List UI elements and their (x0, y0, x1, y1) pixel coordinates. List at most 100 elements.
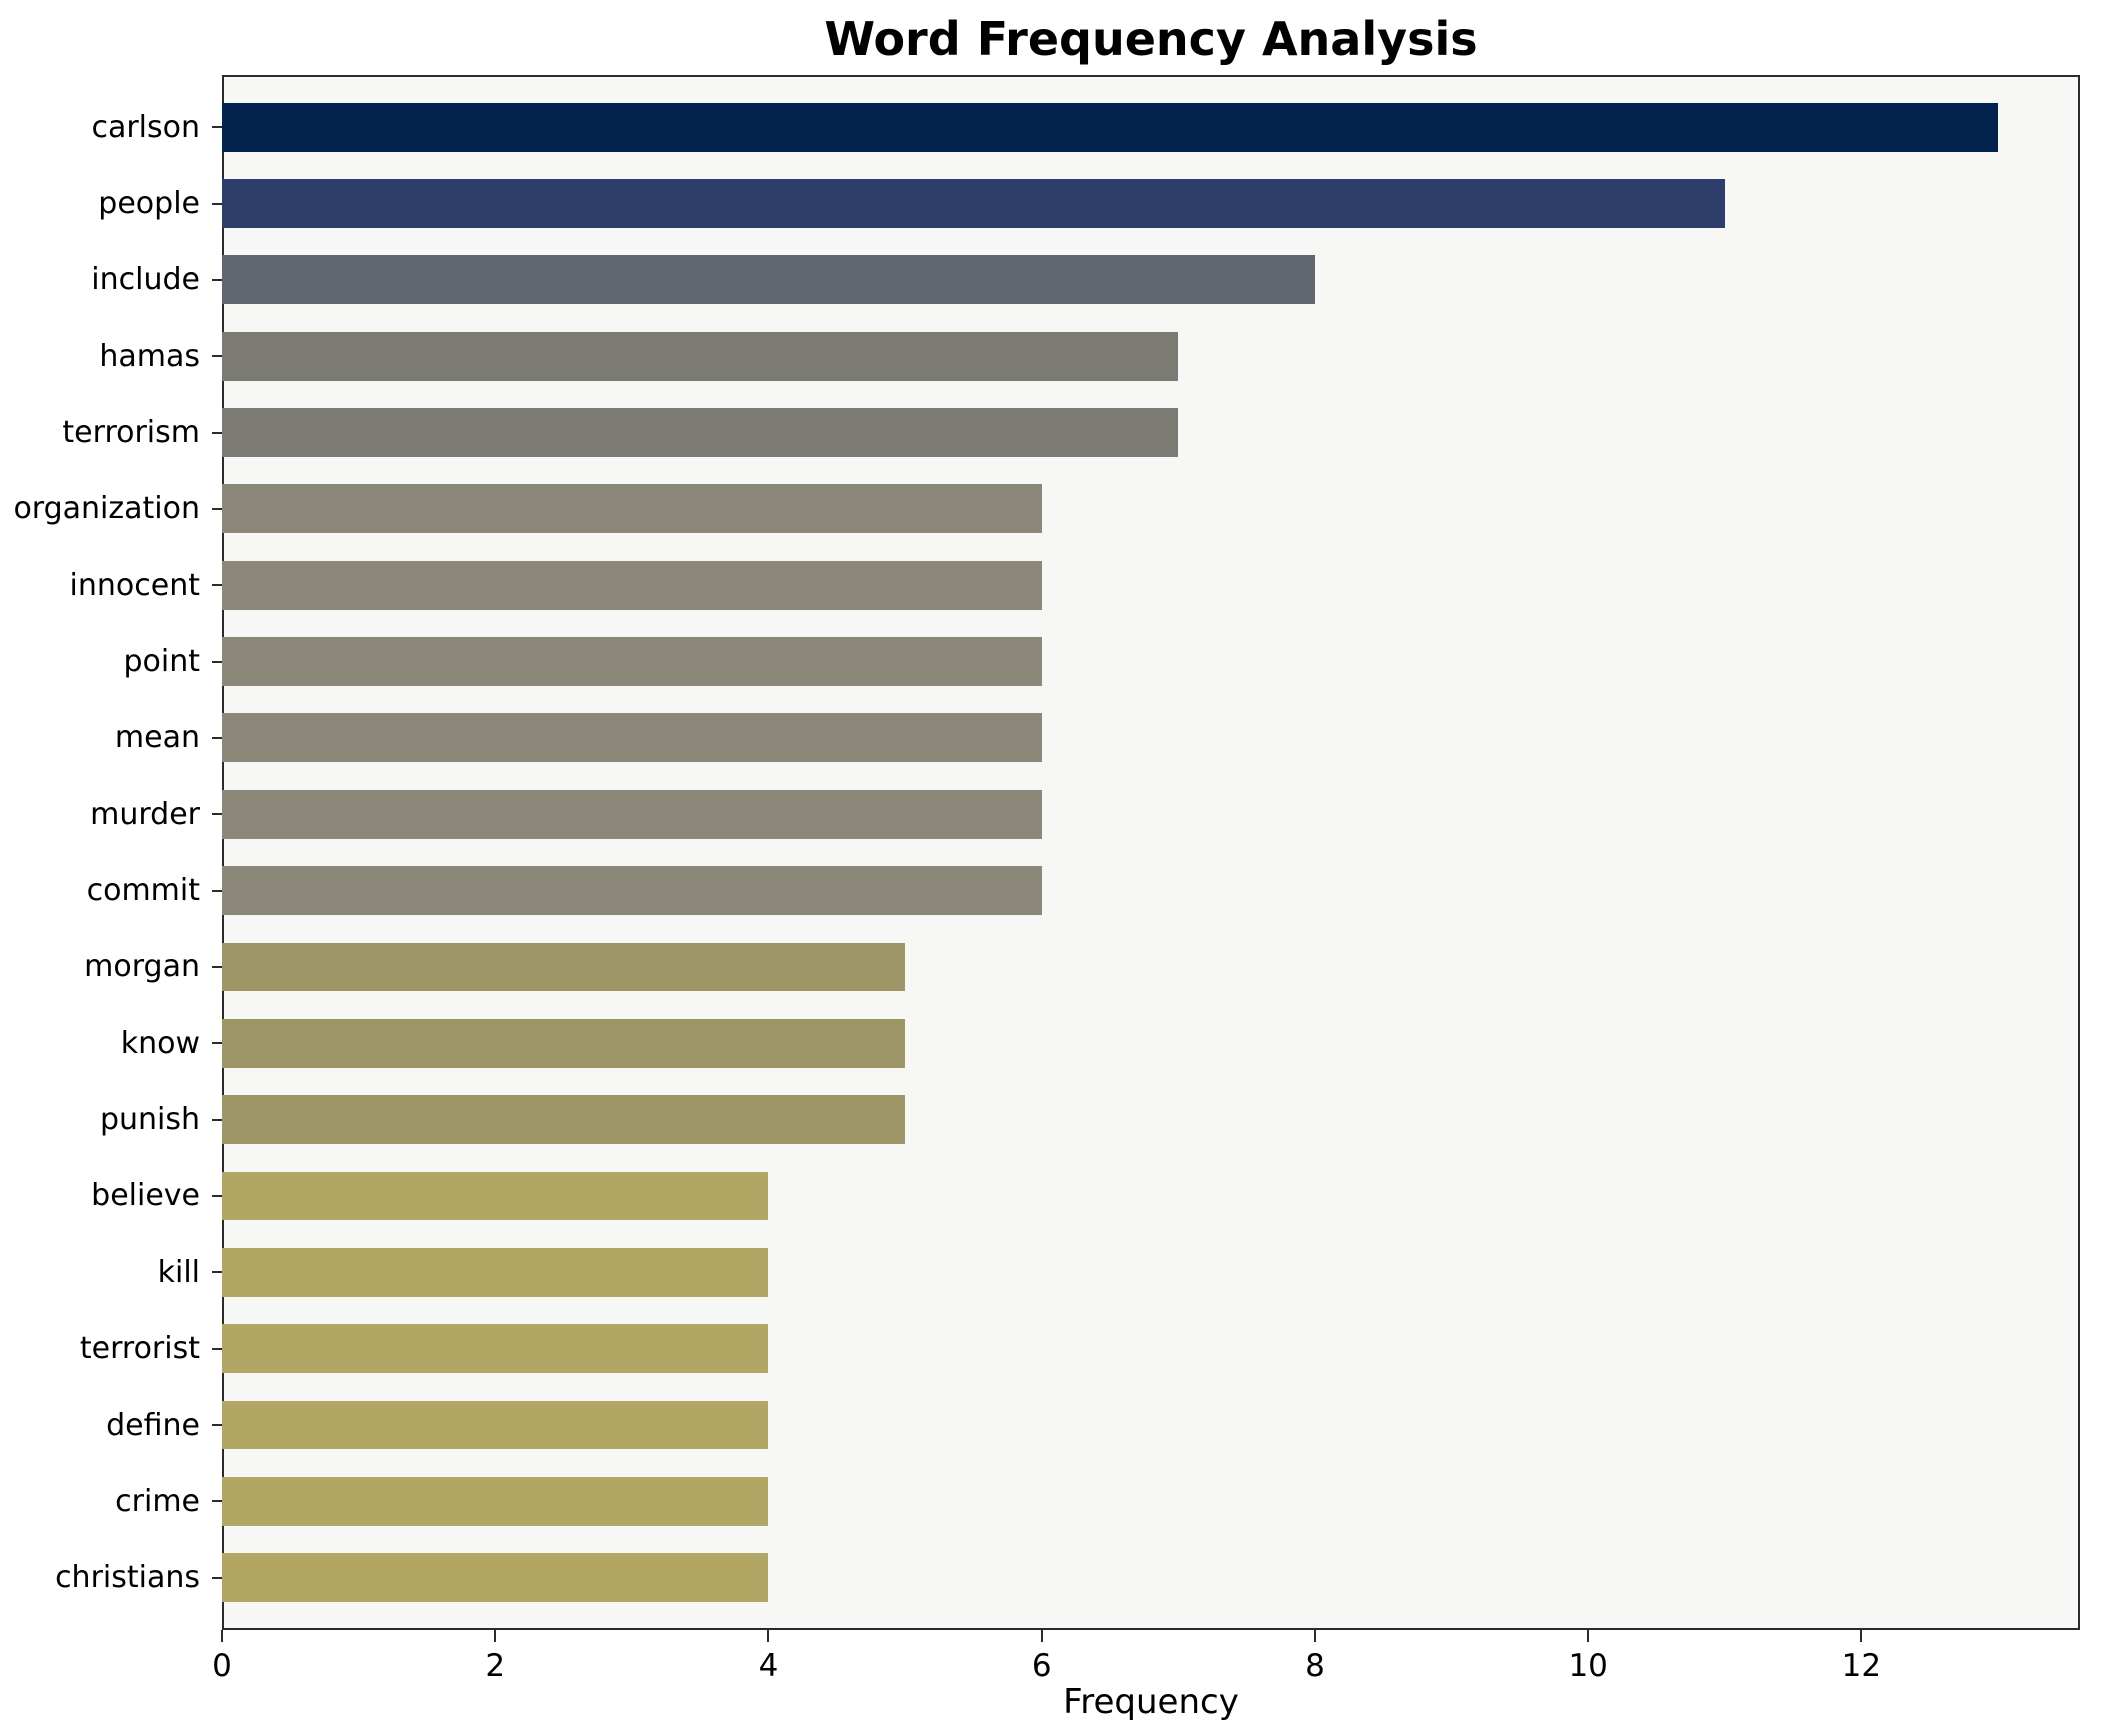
x-tick-label: 10 (1568, 1648, 1608, 1684)
bar-punish (222, 1095, 906, 1145)
bar-crime (222, 1476, 769, 1526)
bar-row (222, 1311, 2080, 1387)
y-tick-label: include (91, 262, 200, 298)
x-tick-label: 4 (758, 1648, 779, 1684)
x-axis: 0 2 4 6 8 10 12 (212, 1630, 2080, 1700)
y-tick-label: kill (157, 1254, 200, 1290)
y-tick-label: murder (90, 796, 200, 832)
y-tick-mark (212, 202, 222, 205)
y-tick-row: carlson (0, 89, 222, 165)
bar-believe (222, 1171, 769, 1221)
bar-innocent (222, 560, 1042, 610)
y-tick-label: define (106, 1407, 200, 1443)
y-tick-row: murder (0, 776, 222, 852)
bar-row (222, 1005, 2080, 1081)
y-tick-mark (212, 736, 222, 739)
y-tick-mark (212, 660, 222, 663)
y-tick-row: believe (0, 1158, 222, 1234)
y-tick-mark (212, 889, 222, 892)
bar-terrorism (222, 408, 1179, 457)
bar-include (222, 255, 1315, 305)
y-tick-row: organization (0, 471, 222, 547)
bar-kill (222, 1247, 769, 1297)
bar-hamas (222, 331, 1179, 381)
bar-row (222, 1234, 2080, 1310)
y-tick-row: morgan (0, 929, 222, 1005)
bar-row (222, 394, 2080, 470)
bar-carlson (222, 102, 1999, 152)
y-tick-mark (212, 355, 222, 358)
y-tick-label: organization (13, 491, 200, 527)
bar-murder (222, 789, 1042, 839)
y-tick-label: know (120, 1025, 200, 1061)
y-tick-label: point (123, 644, 200, 680)
y-tick-mark (212, 813, 222, 816)
y-tick-row: kill (0, 1234, 222, 1310)
bar-row (222, 929, 2080, 1005)
y-tick-row: punish (0, 1081, 222, 1157)
y-tick-row: define (0, 1387, 222, 1463)
y-tick-mark (212, 1424, 222, 1427)
x-tick-label: 2 (485, 1648, 506, 1684)
y-tick-row: innocent (0, 547, 222, 623)
bar-christians (222, 1553, 769, 1603)
y-tick-mark (212, 507, 222, 510)
bar-row (222, 547, 2080, 623)
y-tick-row: mean (0, 700, 222, 776)
y-tick-mark (212, 1271, 222, 1274)
y-tick-mark (212, 1194, 222, 1197)
bar-define (222, 1400, 769, 1450)
x-tick-label: 12 (1841, 1648, 1882, 1684)
chart-title: Word Frequency Analysis (824, 12, 1478, 66)
y-tick-label: morgan (84, 949, 200, 985)
bar-row (222, 852, 2080, 928)
bar-row (222, 1540, 2080, 1616)
y-tick-label: hamas (99, 338, 200, 374)
bar-row (222, 318, 2080, 394)
bar-row (222, 776, 2080, 852)
y-tick-row: commit (0, 852, 222, 928)
y-tick-mark (212, 1042, 222, 1045)
y-tick-mark (212, 1118, 222, 1121)
y-tick-row: point (0, 623, 222, 699)
bars-layer (222, 75, 2080, 1630)
x-tick-mark (1860, 1630, 1863, 1642)
y-tick-label: punish (99, 1102, 200, 1138)
bar-know (222, 1018, 906, 1068)
y-tick-label: carlson (91, 109, 200, 145)
y-tick-mark (212, 126, 222, 129)
y-tick-row: christians (0, 1540, 222, 1616)
y-tick-label: crime (115, 1483, 200, 1519)
bar-commit (222, 866, 1042, 916)
bar-row (222, 165, 2080, 241)
y-tick-row: crime (0, 1463, 222, 1539)
y-tick-row: include (0, 242, 222, 318)
y-tick-row: terrorist (0, 1311, 222, 1387)
x-tick-label: 0 (212, 1648, 232, 1684)
y-tick-row: know (0, 1005, 222, 1081)
bar-morgan (222, 942, 906, 992)
y-tick-label: terrorism (62, 415, 200, 451)
x-tick-mark (494, 1630, 497, 1642)
x-tick-mark (221, 1630, 223, 1642)
bar-row (222, 471, 2080, 547)
y-tick-label: terrorist (79, 1331, 200, 1367)
x-tick-mark (1313, 1630, 1316, 1642)
y-tick-mark (212, 431, 222, 434)
x-tick-mark (767, 1630, 770, 1642)
bar-row (222, 1081, 2080, 1157)
x-tick-label: 6 (1031, 1648, 1052, 1684)
x-tick-mark (1040, 1630, 1043, 1642)
bar-row (222, 89, 2080, 165)
x-tick-mark (1587, 1630, 1590, 1642)
bar-people (222, 179, 1725, 228)
y-tick-row: terrorism (0, 394, 222, 470)
y-tick-mark (212, 1500, 222, 1503)
bar-row (222, 700, 2080, 776)
x-axis-title: Frequency (1063, 1682, 1239, 1722)
y-tick-row: hamas (0, 318, 222, 394)
y-tick-label: innocent (69, 567, 200, 603)
bar-point (222, 637, 1042, 686)
bar-row (222, 1387, 2080, 1463)
y-tick-mark (212, 1347, 222, 1350)
